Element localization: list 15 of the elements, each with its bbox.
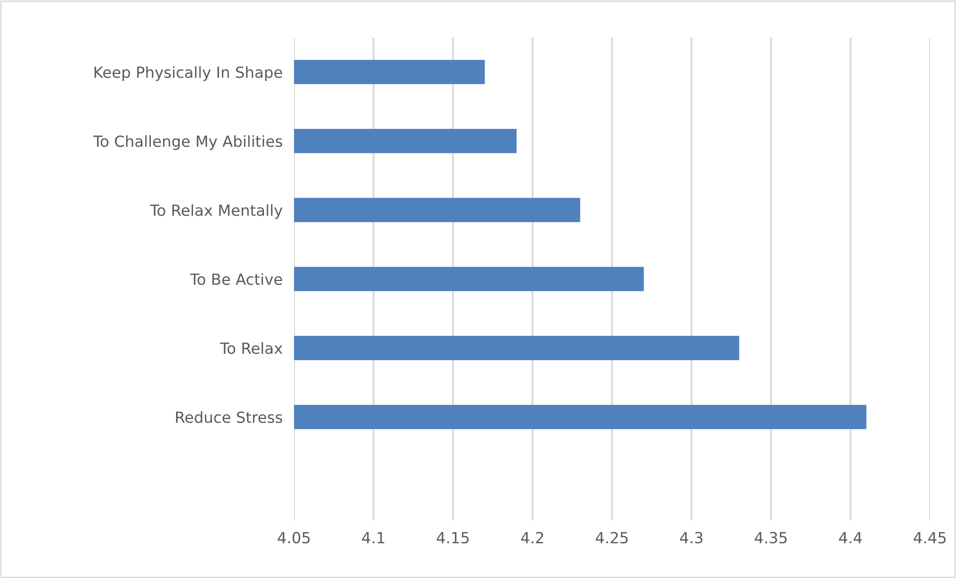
x-tick-label: 4.2 xyxy=(521,532,544,544)
y-tick-label: To Challenge My Abilities xyxy=(93,135,282,150)
x-tick-label: 4.1 xyxy=(362,532,384,544)
x-tick-label: 4.05 xyxy=(278,532,310,544)
y-tick-label: Keep Physically In Shape xyxy=(94,66,282,81)
x-tick-label: 4.3 xyxy=(680,532,702,544)
x-tick-label: 4.4 xyxy=(839,532,862,544)
y-tick-label: Reduce Stress xyxy=(176,411,282,424)
y-tick-label: To Be Active xyxy=(190,273,282,286)
x-tick-label: 4.25 xyxy=(596,532,628,544)
x-tick-label: 4.45 xyxy=(914,532,946,544)
y-tick-label: To Relax Mentally xyxy=(150,204,282,219)
x-tick-label: 4.15 xyxy=(436,532,469,544)
x-tick-label: 4.35 xyxy=(754,532,787,544)
y-tick-label: To Relax xyxy=(220,342,282,354)
